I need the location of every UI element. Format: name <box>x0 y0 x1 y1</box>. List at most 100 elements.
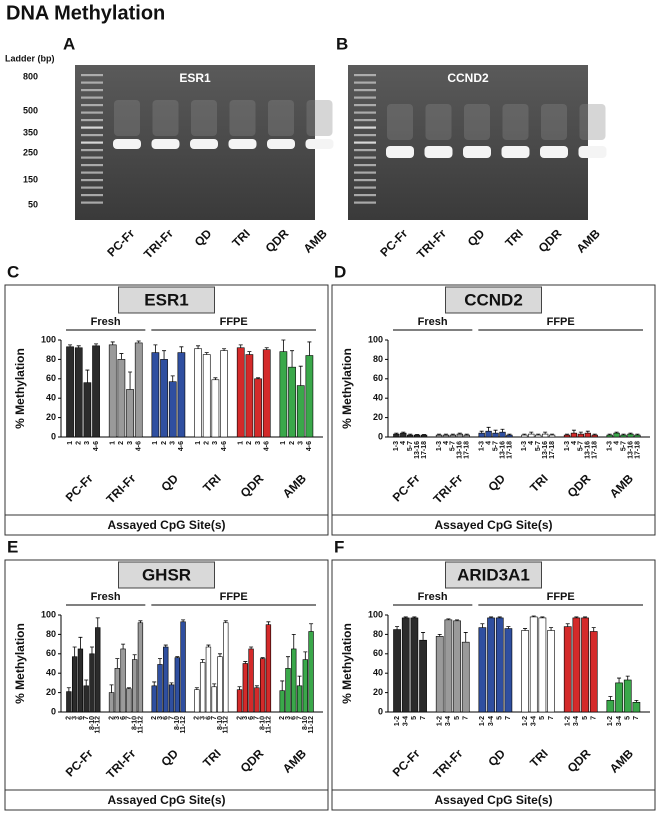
error-bar <box>614 431 619 434</box>
ladder-band <box>81 134 103 137</box>
x-tick-label: 1 <box>110 441 117 445</box>
ladder-band <box>81 179 103 182</box>
ladder-band <box>81 201 103 204</box>
bar <box>157 664 163 713</box>
x-tick-label: 2 <box>108 716 115 720</box>
bar <box>151 685 157 713</box>
error-bar <box>153 344 158 353</box>
bar <box>248 648 254 713</box>
x-tick-label: 2 <box>76 441 83 445</box>
x-tick-label: 1-3 <box>607 441 614 451</box>
chart-title: CCND2 <box>464 290 523 309</box>
error-bar <box>170 375 175 382</box>
error-bar <box>175 656 180 658</box>
bar <box>563 626 572 713</box>
x-tick-label: 1-3 <box>479 441 486 451</box>
error-bar <box>290 350 295 368</box>
x-tick-label: 2 <box>236 716 243 720</box>
bar <box>92 345 100 438</box>
bar <box>217 656 223 713</box>
bar <box>296 385 305 438</box>
x-tick-label: 4-6 <box>178 441 185 451</box>
ladder-band <box>81 81 103 84</box>
ladder-band <box>354 164 376 167</box>
x-tick-label: 2 <box>66 716 73 720</box>
error-bar <box>119 353 124 360</box>
bar <box>400 432 407 438</box>
gel-image <box>348 65 588 220</box>
x-tick-label: 3-4 <box>403 716 410 726</box>
bracket-label: Fresh <box>418 316 448 328</box>
bar <box>521 630 529 713</box>
error-bar <box>450 433 455 436</box>
bar <box>419 639 427 713</box>
figure-title: DNA Methylation <box>6 2 165 24</box>
y-tick-label: 0 <box>378 431 383 441</box>
error-bar <box>608 696 613 701</box>
x-tick-label: 4 <box>613 441 620 445</box>
x-tick-label: 4 <box>443 441 450 445</box>
bar <box>444 619 453 713</box>
error-bar <box>280 680 285 691</box>
x-tick-label: 13-16 <box>585 441 592 459</box>
x-tick-label: 5 <box>582 716 589 720</box>
x-tick-label: 8-10 <box>89 716 96 730</box>
title-box <box>118 286 215 314</box>
bar <box>589 631 598 713</box>
bar <box>521 434 528 438</box>
bar <box>413 434 421 438</box>
error-bar <box>95 617 100 628</box>
x-tick-label: 1-3 <box>521 441 528 451</box>
y-tick-label: 20 <box>373 687 383 697</box>
title-box <box>445 286 542 314</box>
group-label: PC-Fr <box>63 471 96 504</box>
error-bar <box>585 430 590 434</box>
ladder-label: 500 <box>23 105 38 115</box>
error-bar <box>128 371 133 390</box>
error-bar <box>213 377 218 380</box>
ladder-label: 150 <box>23 174 38 184</box>
bar <box>89 653 95 713</box>
y-tick-label: 80 <box>46 354 56 364</box>
x-tick-label: 5-7 <box>535 441 542 451</box>
error-bar <box>291 634 296 649</box>
x-tick-label: 2 <box>246 441 253 445</box>
error-bar <box>571 429 576 434</box>
chart-title: ESR1 <box>144 290 188 309</box>
error-bar <box>574 616 579 618</box>
bar <box>606 700 615 713</box>
x-tick-label: 11-12 <box>308 716 315 734</box>
bar <box>126 688 132 713</box>
error-bar <box>238 344 243 348</box>
error-bar <box>401 431 406 434</box>
y-tick-label: 100 <box>368 609 383 619</box>
x-tick-label: 5 <box>625 716 632 720</box>
error-bar <box>395 626 400 630</box>
gel-smear <box>152 100 179 136</box>
error-bar <box>550 433 555 436</box>
group-label: AMB <box>280 471 309 500</box>
group-label: AMB <box>607 746 636 775</box>
gel-smear <box>541 104 567 140</box>
x-tick-label: 3 <box>255 441 262 445</box>
lane-label: PC-Fr <box>104 226 137 259</box>
gel-smear <box>579 104 606 140</box>
x-tick-label: 3 <box>285 716 292 720</box>
error-bar <box>264 347 269 350</box>
gel-band <box>190 139 218 149</box>
error-bar <box>66 687 71 692</box>
lane-label: AMB <box>301 226 330 255</box>
bar <box>120 648 126 713</box>
bar <box>108 692 115 713</box>
bar <box>194 689 200 713</box>
ladder-band <box>354 186 376 189</box>
gel-smear <box>191 100 217 136</box>
error-bar <box>486 426 491 432</box>
bar <box>254 378 262 438</box>
bar <box>163 646 169 713</box>
ladder-label: 800 <box>23 71 38 81</box>
x-tick-label: 4 <box>485 441 492 445</box>
bar <box>463 434 470 438</box>
x-tick-label: 1-2 <box>565 716 572 726</box>
